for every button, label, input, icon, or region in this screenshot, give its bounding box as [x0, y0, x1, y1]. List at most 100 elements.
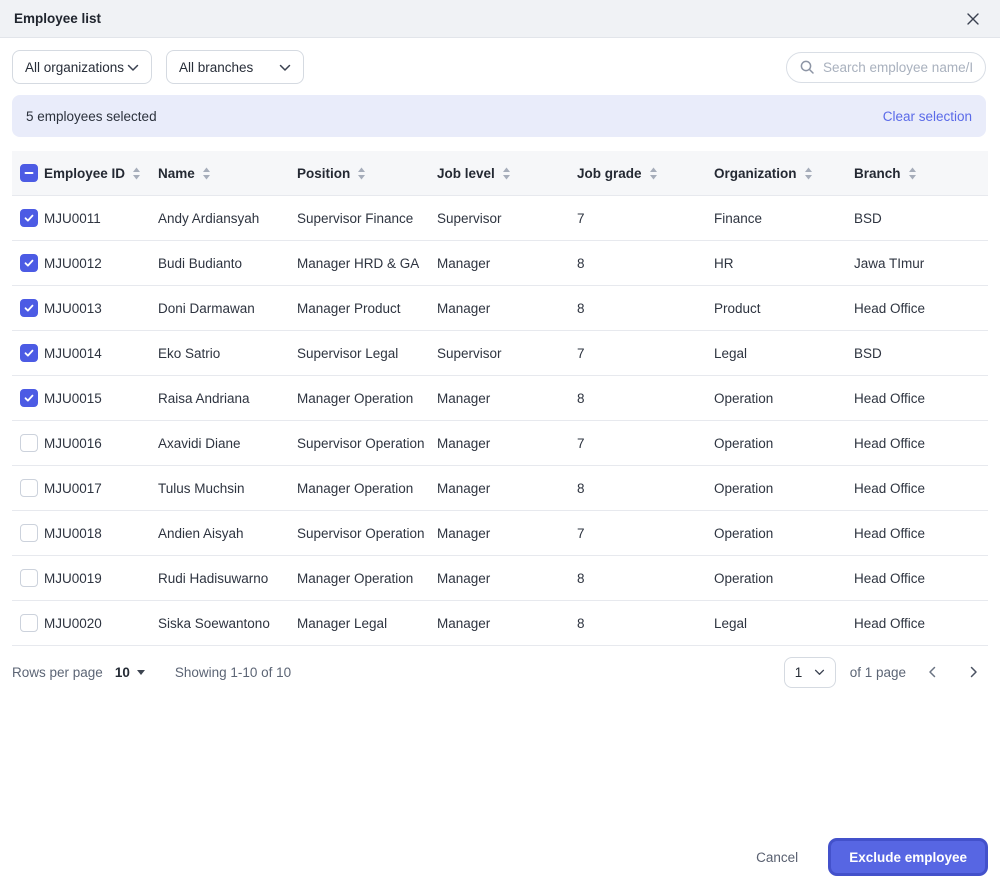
cell-organization: Legal	[714, 345, 748, 361]
row-checkbox[interactable]	[20, 299, 38, 317]
column-header[interactable]: Employee ID	[44, 166, 158, 181]
previous-page-button[interactable]	[920, 659, 946, 685]
sort-icon	[649, 167, 658, 180]
cell-position: Supervisor Operation	[297, 435, 425, 451]
cell-position: Manager HRD & GA	[297, 255, 420, 271]
cell-job-grade: 7	[577, 345, 585, 361]
cell-name: Budi Budianto	[158, 255, 243, 271]
cell-branch: BSD	[854, 345, 882, 361]
table-body: MJU0011 Andy Ardiansyah Supervisor Finan…	[12, 196, 988, 646]
row-checkbox[interactable]	[20, 209, 38, 227]
filters-row: All organizations All branches	[0, 38, 1000, 84]
column-header[interactable]: Name	[158, 166, 297, 181]
column-header[interactable]: Organization	[714, 166, 854, 181]
cell-job-level: Manager	[437, 570, 491, 586]
cell-job-level: Manager	[437, 525, 491, 541]
column-header-label: Organization	[714, 165, 797, 181]
cell-position: Supervisor Legal	[297, 345, 399, 361]
sort-icon	[908, 167, 917, 180]
pagination-controls: 1 of 1 page	[783, 656, 986, 688]
cell-job-grade: 8	[577, 615, 585, 631]
cell-employee-id: MJU0012	[44, 255, 102, 271]
cell-branch: Head Office	[854, 435, 926, 451]
exclude-employee-button[interactable]: Exclude employee	[828, 838, 988, 876]
cell-name: Axavidi Diane	[158, 435, 241, 451]
row-checkbox[interactable]	[20, 389, 38, 407]
cancel-button[interactable]: Cancel	[748, 844, 806, 871]
cell-job-grade: 8	[577, 390, 585, 406]
caret-down-icon	[136, 669, 145, 675]
cell-organization: Operation	[714, 525, 774, 541]
search-field	[786, 51, 986, 83]
cell-job-level: Manager	[437, 615, 491, 631]
cell-job-grade: 7	[577, 525, 585, 541]
table-header-row: Employee ID Name Position Job level Job …	[12, 151, 988, 196]
next-page-button[interactable]	[960, 659, 986, 685]
sort-icon	[502, 167, 511, 180]
cell-position: Manager Operation	[297, 570, 414, 586]
cell-employee-id: MJU0011	[44, 210, 101, 226]
cell-organization: Operation	[714, 570, 774, 586]
cell-name: Andien Aisyah	[158, 525, 244, 541]
showing-text: Showing 1-10 of 10	[174, 664, 292, 680]
sort-icon	[132, 167, 141, 180]
page-number-select[interactable]: 1	[783, 656, 836, 688]
row-checkbox[interactable]	[20, 569, 38, 587]
cell-employee-id: MJU0020	[44, 615, 102, 631]
cell-job-level: Manager	[437, 390, 491, 406]
selection-banner: 5 employees selected Clear selection	[12, 95, 986, 137]
sort-icon	[804, 167, 813, 180]
table-row: MJU0012 Budi Budianto Manager HRD & GA M…	[12, 241, 988, 286]
cell-branch: Head Office	[854, 480, 926, 496]
table-row: MJU0011 Andy Ardiansyah Supervisor Finan…	[12, 196, 988, 241]
cell-branch: Head Office	[854, 615, 926, 631]
row-checkbox[interactable]	[20, 344, 38, 362]
chevron-down-icon	[814, 669, 825, 676]
branches-dropdown[interactable]: All branches	[166, 50, 304, 84]
column-header[interactable]: Branch	[854, 166, 988, 181]
cell-position: Manager Product	[297, 300, 401, 316]
close-icon[interactable]	[962, 8, 984, 30]
row-checkbox[interactable]	[20, 524, 38, 542]
dialog-footer: Cancel Exclude employee	[0, 838, 1000, 886]
cell-job-level: Manager	[437, 255, 491, 271]
column-header[interactable]: Job grade	[577, 166, 714, 181]
row-checkbox[interactable]	[20, 479, 38, 497]
cell-branch: Head Office	[854, 525, 926, 541]
pagination-bar: Rows per page 10 Showing 1-10 of 10 1 of…	[12, 646, 986, 698]
cell-employee-id: MJU0016	[44, 435, 102, 451]
column-header-label: Name	[158, 165, 195, 181]
column-header[interactable]: Job level	[437, 166, 577, 181]
rows-per-page-selector[interactable]: 10	[115, 665, 145, 680]
cell-job-level: Supervisor	[437, 345, 502, 361]
column-header-label: Job grade	[577, 165, 642, 181]
table-row: MJU0017 Tulus Muchsin Manager Operation …	[12, 466, 988, 511]
cell-position: Supervisor Finance	[297, 210, 414, 226]
cell-employee-id: MJU0019	[44, 570, 102, 586]
sort-icon	[202, 167, 211, 180]
organizations-dropdown[interactable]: All organizations	[12, 50, 152, 84]
row-checkbox[interactable]	[20, 434, 38, 452]
branches-dropdown-value: All branches	[179, 59, 254, 75]
select-all-checkbox[interactable]	[20, 164, 38, 182]
cell-job-level: Manager	[437, 480, 491, 496]
column-header[interactable]: Position	[297, 166, 437, 181]
clear-selection-link[interactable]: Clear selection	[882, 108, 972, 124]
cell-employee-id: MJU0017	[44, 480, 102, 496]
cell-branch: Head Office	[854, 300, 926, 316]
column-header-label: Job level	[437, 165, 495, 181]
chevron-down-icon	[279, 60, 291, 75]
header-checkbox-cell	[20, 164, 44, 182]
cell-name: Eko Satrio	[158, 345, 221, 361]
cell-position: Manager Operation	[297, 480, 414, 496]
cell-name: Andy Ardiansyah	[158, 210, 260, 226]
row-checkbox[interactable]	[20, 614, 38, 632]
search-input[interactable]	[823, 59, 973, 75]
cell-job-grade: 8	[577, 480, 585, 496]
table-row: MJU0015 Raisa Andriana Manager Operation…	[12, 376, 988, 421]
page-number-value: 1	[794, 664, 803, 680]
cell-job-level: Supervisor	[437, 210, 502, 226]
row-checkbox[interactable]	[20, 254, 38, 272]
column-header-label: Position	[297, 165, 351, 181]
